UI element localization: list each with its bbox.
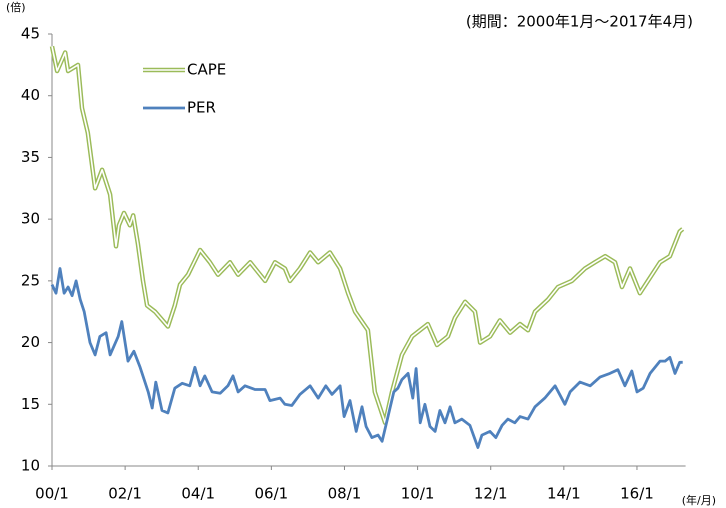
y-tick-label: 25 [21, 271, 40, 289]
y-tick-label: 35 [21, 148, 40, 166]
x-tick-label: 10/1 [401, 485, 435, 503]
y-tick-label: 10 [21, 457, 40, 475]
x-tick-label: 14/1 [547, 485, 581, 503]
x-tick-label: 04/1 [181, 485, 215, 503]
x-axis-label: (年/月) [682, 493, 716, 507]
x-tick-label: 06/1 [255, 485, 289, 503]
chart-subtitle: (期間：2000年1月～2017年4月) [466, 13, 693, 31]
y-tick-label: 45 [21, 25, 40, 43]
legend-label: CAPE [187, 61, 226, 79]
series-line [50, 267, 683, 449]
y-tick-label: 30 [21, 210, 40, 228]
x-tick-label: 02/1 [108, 485, 142, 503]
x-tick-label: 12/1 [474, 485, 508, 503]
x-tick-label: 16/1 [620, 485, 654, 503]
y-tick-label: 40 [21, 86, 40, 104]
series-line-inner [51, 46, 684, 424]
legend-label: PER [187, 99, 216, 117]
y-tick-label: 15 [21, 395, 40, 413]
x-tick-label: 00/1 [35, 485, 69, 503]
y-axis-label: (倍) [6, 0, 26, 14]
x-tick-label: 08/1 [328, 485, 362, 503]
series-line [49, 45, 685, 426]
y-tick-label: 20 [21, 333, 40, 351]
